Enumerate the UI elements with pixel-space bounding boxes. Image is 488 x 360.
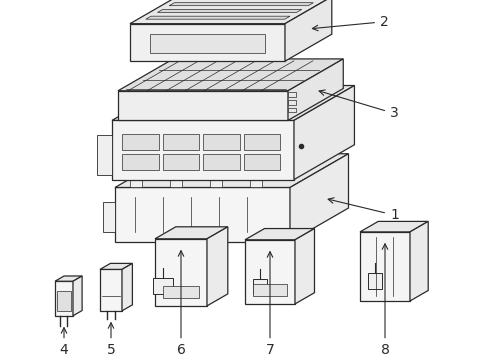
Polygon shape bbox=[57, 291, 71, 311]
Text: 3: 3 bbox=[319, 90, 398, 121]
Polygon shape bbox=[122, 154, 158, 170]
Polygon shape bbox=[100, 264, 132, 269]
Polygon shape bbox=[244, 240, 294, 304]
Polygon shape bbox=[287, 100, 295, 105]
Text: 8: 8 bbox=[380, 244, 388, 357]
Polygon shape bbox=[359, 221, 427, 232]
Polygon shape bbox=[203, 134, 239, 150]
Polygon shape bbox=[162, 134, 199, 150]
Polygon shape bbox=[209, 180, 222, 188]
Polygon shape bbox=[155, 227, 227, 239]
Polygon shape bbox=[55, 281, 73, 316]
Polygon shape bbox=[55, 276, 82, 281]
Polygon shape bbox=[155, 239, 206, 306]
Polygon shape bbox=[170, 180, 182, 188]
Polygon shape bbox=[97, 135, 112, 175]
Polygon shape bbox=[118, 91, 287, 120]
Polygon shape bbox=[287, 59, 343, 120]
Polygon shape bbox=[100, 269, 122, 311]
Polygon shape bbox=[285, 0, 331, 61]
Polygon shape bbox=[118, 59, 343, 91]
Polygon shape bbox=[206, 227, 227, 306]
Polygon shape bbox=[145, 16, 289, 19]
Polygon shape bbox=[130, 24, 285, 61]
Text: 4: 4 bbox=[60, 328, 68, 357]
Polygon shape bbox=[287, 92, 295, 97]
Polygon shape bbox=[243, 154, 280, 170]
Text: 7: 7 bbox=[265, 252, 274, 357]
Polygon shape bbox=[112, 120, 293, 180]
Text: 5: 5 bbox=[106, 323, 115, 357]
Polygon shape bbox=[103, 202, 115, 232]
Polygon shape bbox=[294, 229, 314, 304]
Polygon shape bbox=[163, 286, 199, 298]
Polygon shape bbox=[162, 154, 199, 170]
Polygon shape bbox=[112, 86, 354, 120]
Polygon shape bbox=[157, 9, 301, 13]
Polygon shape bbox=[252, 284, 286, 296]
Polygon shape bbox=[367, 273, 381, 289]
Polygon shape bbox=[243, 134, 280, 150]
Polygon shape bbox=[122, 134, 158, 150]
Text: 1: 1 bbox=[327, 198, 398, 222]
Polygon shape bbox=[122, 264, 132, 311]
Text: 6: 6 bbox=[176, 251, 185, 357]
Polygon shape bbox=[289, 154, 348, 242]
Polygon shape bbox=[203, 154, 239, 170]
Polygon shape bbox=[359, 232, 409, 301]
Polygon shape bbox=[153, 278, 173, 294]
Text: 2: 2 bbox=[312, 15, 388, 31]
Polygon shape bbox=[115, 188, 289, 242]
Polygon shape bbox=[130, 0, 331, 24]
Polygon shape bbox=[249, 180, 262, 188]
Polygon shape bbox=[252, 279, 266, 294]
Polygon shape bbox=[115, 154, 348, 188]
Polygon shape bbox=[293, 86, 354, 180]
Polygon shape bbox=[287, 108, 295, 112]
Polygon shape bbox=[244, 229, 314, 240]
Polygon shape bbox=[409, 221, 427, 301]
Polygon shape bbox=[130, 180, 142, 188]
Polygon shape bbox=[150, 33, 264, 53]
Polygon shape bbox=[73, 276, 82, 316]
Polygon shape bbox=[169, 3, 313, 6]
